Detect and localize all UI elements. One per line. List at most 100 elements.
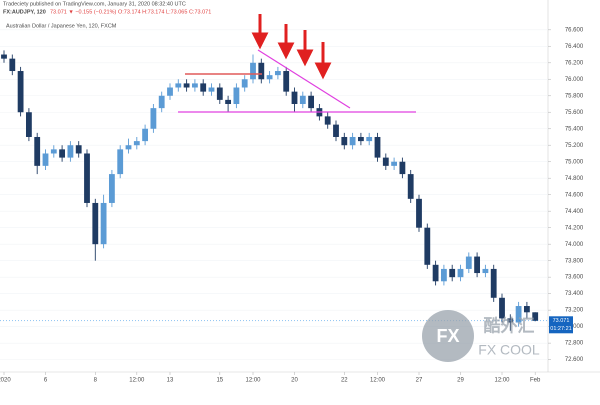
- candle-body: [391, 161, 398, 166]
- y-tick-label: 72.600: [565, 357, 584, 363]
- y-tick-label: 72.800: [565, 341, 584, 347]
- watermark: FX 酷外汇 FX COOL: [422, 310, 540, 362]
- candle-body: [200, 83, 207, 92]
- watermark-en: FX COOL: [478, 342, 540, 358]
- candle-body: [465, 256, 472, 269]
- candle-body: [283, 71, 290, 92]
- quote: 73.071 ▼ −0.155 (−0.21%): [50, 9, 116, 15]
- watermark-circle: [422, 310, 474, 362]
- candle-body: [357, 136, 364, 142]
- y-tick-label: 73.200: [565, 308, 584, 314]
- annotations: [178, 14, 416, 113]
- candle-body: [183, 83, 190, 88]
- candle-body: [499, 297, 505, 319]
- candle-body: [532, 312, 539, 321]
- candle-body: [208, 87, 215, 92]
- candle-body: [100, 202, 107, 245]
- candle-body: [382, 157, 389, 166]
- y-tick-label: 73.600: [565, 275, 584, 281]
- candle-body: [59, 149, 66, 158]
- y-tick-label: 74.000: [565, 242, 584, 248]
- candle-body: [133, 141, 140, 146]
- candle-body: [167, 87, 173, 96]
- x-tick-label: 2020: [0, 378, 11, 384]
- candle-body: [474, 256, 481, 274]
- candle-body: [457, 268, 464, 278]
- candle-body: [366, 136, 373, 142]
- candle-body: [108, 174, 115, 203]
- x-tick-label: 27: [416, 378, 423, 384]
- candle-body: [515, 306, 522, 323]
- y-tick-label: 74.800: [565, 176, 584, 182]
- ohlc-text: O:73.174 H:73.174 L:73.065 C:73.071: [118, 9, 211, 15]
- plot: [0, 29, 548, 360]
- candle-body: [9, 58, 16, 72]
- candle-body: [333, 124, 339, 137]
- x-tick-label: 12:00: [494, 378, 510, 384]
- candle-body: [250, 62, 256, 80]
- arrows: [251, 14, 332, 80]
- candle-body: [399, 161, 406, 175]
- y-tick-label: 75.600: [565, 110, 584, 116]
- subtitle: Australian Dollar / Japanese Yen, 120, F…: [6, 23, 117, 29]
- arrow: [277, 24, 295, 60]
- candle-body: [158, 95, 165, 109]
- candle-body: [125, 145, 132, 150]
- candle-body: [440, 268, 447, 282]
- candle-body: [266, 75, 273, 80]
- y-tick-label: 76.200: [565, 60, 584, 66]
- candle-body: [308, 95, 315, 109]
- candle-body: [1, 54, 7, 59]
- candle-body: [449, 268, 456, 278]
- candle-body: [34, 136, 41, 166]
- candle-body: [432, 264, 439, 282]
- y-tick-label: 76.000: [565, 77, 584, 83]
- symbol: FX:AUDJPY, 120: [3, 9, 46, 15]
- candle-body: [175, 83, 182, 88]
- arrow: [314, 42, 332, 80]
- candle-body: [274, 71, 281, 76]
- candle-body: [150, 108, 157, 129]
- candle-body: [416, 198, 422, 228]
- x-tick-label: Feb: [530, 378, 541, 384]
- x-tick-label: 13: [167, 378, 174, 384]
- candle-body: [216, 87, 223, 100]
- candle-body: [341, 136, 348, 146]
- y-tick-label: 73.000: [565, 324, 584, 330]
- candle-body: [225, 99, 232, 105]
- candle-body: [75, 145, 82, 154]
- candle-body: [17, 71, 24, 113]
- watermark-cn: 酷外汇: [484, 315, 535, 335]
- y-tick-label: 73.800: [565, 258, 584, 264]
- x-tick-label: 8: [94, 378, 98, 384]
- x-tick-label: 22: [341, 378, 348, 384]
- candle-body: [117, 149, 124, 175]
- candle-body: [50, 149, 57, 154]
- y-tick-label: 75.000: [565, 159, 584, 165]
- candle-body: [374, 136, 381, 158]
- x-tick-label: 12:00: [129, 378, 145, 384]
- candle-body: [507, 318, 514, 323]
- candle-body: [233, 87, 240, 105]
- y-tick-label: 75.400: [565, 126, 584, 132]
- arrow: [251, 14, 269, 50]
- y-tick-label: 75.800: [565, 93, 584, 99]
- publisher: Tradeciety published on TradingView.com,…: [3, 1, 186, 7]
- x-tick-label: 29: [457, 378, 464, 384]
- candle-body: [258, 62, 265, 80]
- candle-body: [407, 174, 414, 199]
- x-tick-label: 12:00: [370, 378, 386, 384]
- candle-body: [324, 116, 331, 125]
- candle-body: [191, 83, 198, 88]
- candle-body: [291, 91, 298, 105]
- y-tick-label: 76.400: [565, 44, 584, 50]
- watermark-logo: FX: [436, 326, 459, 346]
- y-tick-label: 75.200: [565, 143, 584, 149]
- candle-body: [84, 153, 90, 203]
- candle-body: [299, 95, 306, 105]
- candle-body: [25, 112, 32, 137]
- candle-body: [42, 153, 49, 166]
- candle-body: [241, 79, 248, 88]
